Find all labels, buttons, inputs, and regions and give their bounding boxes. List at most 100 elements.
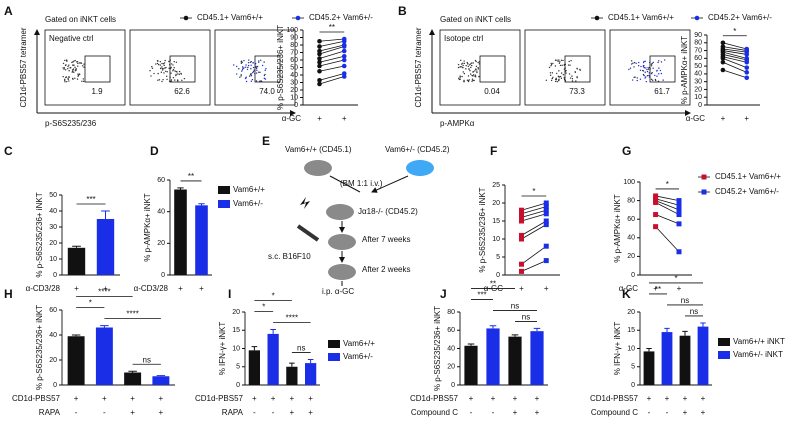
y-tick-label: 0 [53, 272, 57, 279]
condition-value: + [535, 394, 540, 403]
data-point [720, 40, 726, 46]
flow-event [250, 74, 253, 77]
flow-event [568, 60, 570, 63]
flow-event [170, 66, 172, 69]
flow-event [635, 62, 637, 65]
flow-event [470, 66, 472, 69]
y-tick-label: 30 [694, 79, 702, 86]
y-tick-label: 20 [694, 86, 702, 93]
y-tick-label: 5 [496, 254, 500, 261]
legend-marker [701, 189, 707, 195]
flow-event [659, 69, 662, 72]
pair-line [722, 69, 747, 79]
y-tick-label: 0 [496, 272, 500, 279]
condition-label: CD1d-PBS57 [12, 394, 61, 403]
flow-event [247, 64, 250, 67]
flow-event [558, 76, 561, 78]
flow-event [630, 60, 633, 62]
control-label: Isotope ctrl [444, 34, 483, 43]
flow-ylabel: CD1d-PBS57 tetramer [19, 27, 28, 107]
flow-event [575, 80, 577, 82]
flow-event [568, 73, 571, 75]
significance-label: ns [681, 296, 689, 305]
bar [643, 351, 655, 385]
flow-event [247, 66, 249, 69]
condition-value: + [665, 394, 670, 403]
error-bar [156, 375, 166, 377]
data-point [317, 77, 322, 83]
schematic-label: After 2 weeks [362, 265, 410, 274]
flow-event [639, 78, 642, 80]
legend-swatch [718, 338, 730, 346]
flow-event [248, 75, 251, 77]
data-point [744, 65, 750, 70]
flow-event [264, 69, 266, 72]
flow-event [162, 67, 164, 70]
error-bar [251, 346, 258, 351]
flow-event [73, 60, 75, 62]
flow-event [475, 65, 478, 68]
flow-event [654, 74, 656, 77]
gate-value: 73.3 [569, 87, 585, 96]
flow-event [460, 63, 463, 65]
y-tick-label: 100 [286, 27, 298, 34]
flow-event [458, 77, 460, 80]
gate [649, 55, 676, 83]
gate-value: 1.9 [91, 87, 103, 96]
flow-event [660, 61, 663, 63]
flow-event [644, 60, 646, 62]
flow-event [77, 62, 79, 65]
flow-event [256, 69, 258, 72]
flow-event [82, 65, 84, 67]
y-tick-label: 10 [492, 236, 500, 243]
flow-event [461, 75, 463, 78]
flow-event [562, 73, 565, 76]
flow-event [239, 76, 241, 78]
flow-event [629, 67, 632, 69]
legend-label: CD45.2+ Vam6+/- [708, 13, 772, 22]
flow-event [76, 78, 79, 80]
y-tick-label: 80 [694, 40, 702, 47]
control-label: Negative ctrl [49, 34, 94, 43]
data-point [543, 222, 549, 228]
flow-event [241, 70, 243, 72]
flow-event [567, 64, 570, 66]
flow-event [664, 59, 666, 61]
pair-line [319, 55, 345, 63]
condition-value: + [513, 408, 518, 417]
flow-event [654, 79, 657, 82]
flow-event [241, 66, 244, 68]
flow-plot [44, 29, 126, 106]
flow-event [463, 60, 465, 62]
flow-event [472, 79, 474, 82]
flow-event [64, 78, 66, 81]
bar [679, 335, 691, 385]
flow-event [470, 64, 473, 67]
significance-label: * [674, 274, 677, 283]
data-point [744, 75, 750, 81]
legend-marker [701, 174, 707, 180]
flow-event [160, 67, 162, 69]
panel-letter: B [398, 4, 407, 18]
significance-label: ns [522, 313, 530, 322]
flow-plot [609, 29, 691, 106]
error-bar [101, 210, 110, 219]
mouse-icon [326, 204, 354, 220]
flow-event [174, 70, 176, 72]
flow-event [62, 62, 65, 65]
flow-event [643, 60, 645, 63]
data-point [519, 211, 524, 217]
flow-event [475, 68, 477, 70]
y-tick-label: 70 [694, 47, 702, 54]
flow-event [457, 63, 460, 66]
flow-event [247, 61, 250, 64]
flow-event [255, 65, 257, 68]
flow-event [558, 70, 560, 72]
legend-marker [295, 15, 301, 21]
flow-event [160, 71, 163, 73]
pair-line [722, 56, 747, 63]
bar [464, 345, 478, 385]
panel-letter: I [228, 287, 231, 301]
flow-event [252, 70, 255, 73]
gate [84, 55, 111, 83]
